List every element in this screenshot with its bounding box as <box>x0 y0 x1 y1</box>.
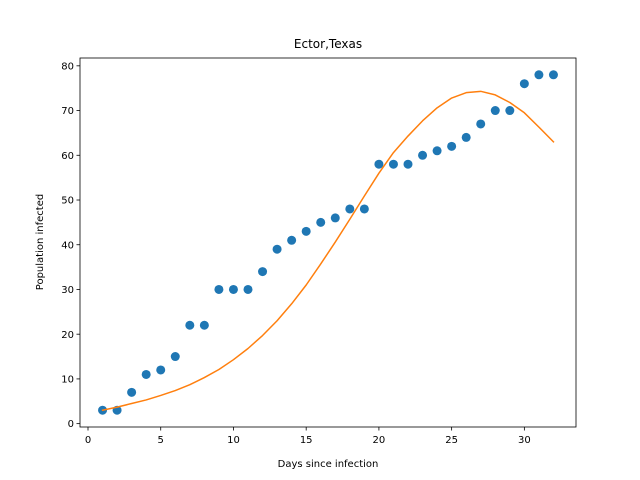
x-tick-label: 15 <box>300 435 313 446</box>
x-tick-label: 30 <box>518 435 531 446</box>
data-point <box>330 213 340 223</box>
data-point <box>301 226 311 236</box>
y-tick-label: 10 <box>61 375 74 386</box>
data-point <box>519 79 529 89</box>
chart-title: Ector,Texas <box>294 37 362 51</box>
axes-frame <box>79 57 577 428</box>
x-tick-label: 10 <box>227 435 240 446</box>
y-tick-label: 0 <box>68 419 74 430</box>
y-tick-label: 70 <box>61 106 74 117</box>
data-point <box>156 365 166 375</box>
x-tick-label: 0 <box>85 435 91 446</box>
data-point <box>287 235 297 245</box>
data-point <box>388 159 398 169</box>
y-tick-label: 50 <box>61 196 74 207</box>
x-tick-label: 20 <box>373 435 386 446</box>
data-point <box>447 141 457 151</box>
data-point <box>359 204 369 214</box>
y-axis-label: Population infected <box>35 194 46 290</box>
data-point <box>272 244 282 254</box>
data-point <box>214 284 224 294</box>
data-point <box>505 106 515 116</box>
data-point <box>258 267 268 277</box>
data-point <box>141 369 151 379</box>
data-point <box>548 70 558 80</box>
y-tick-label: 20 <box>61 330 74 341</box>
data-point <box>243 284 253 294</box>
data-point <box>228 284 238 294</box>
data-point <box>403 159 413 169</box>
data-point <box>534 70 544 80</box>
series-line <box>101 90 555 412</box>
axes: 0 5 10 15 20 25 30 0 10 20 30 40 50 60 70 80 <box>61 57 577 446</box>
y-tick-label: 40 <box>61 240 74 251</box>
data-point <box>127 387 137 397</box>
data-point <box>461 132 471 142</box>
y-tick-label: 30 <box>61 285 74 296</box>
data-point <box>170 352 180 362</box>
data-point <box>345 204 355 214</box>
y-tick-label: 80 <box>61 61 74 72</box>
data-point <box>476 119 486 129</box>
data-point <box>185 320 195 330</box>
plot-area <box>98 70 558 415</box>
data-point <box>316 217 326 227</box>
data-point <box>490 106 500 116</box>
x-tick-label: 5 <box>158 435 164 446</box>
data-point <box>374 159 384 169</box>
data-point <box>199 320 209 330</box>
x-tick-label: 25 <box>445 435 458 446</box>
data-point <box>418 150 428 160</box>
x-axis-label: Days since infection <box>278 459 379 470</box>
data-point <box>432 146 442 156</box>
y-tick-label: 60 <box>61 151 74 162</box>
